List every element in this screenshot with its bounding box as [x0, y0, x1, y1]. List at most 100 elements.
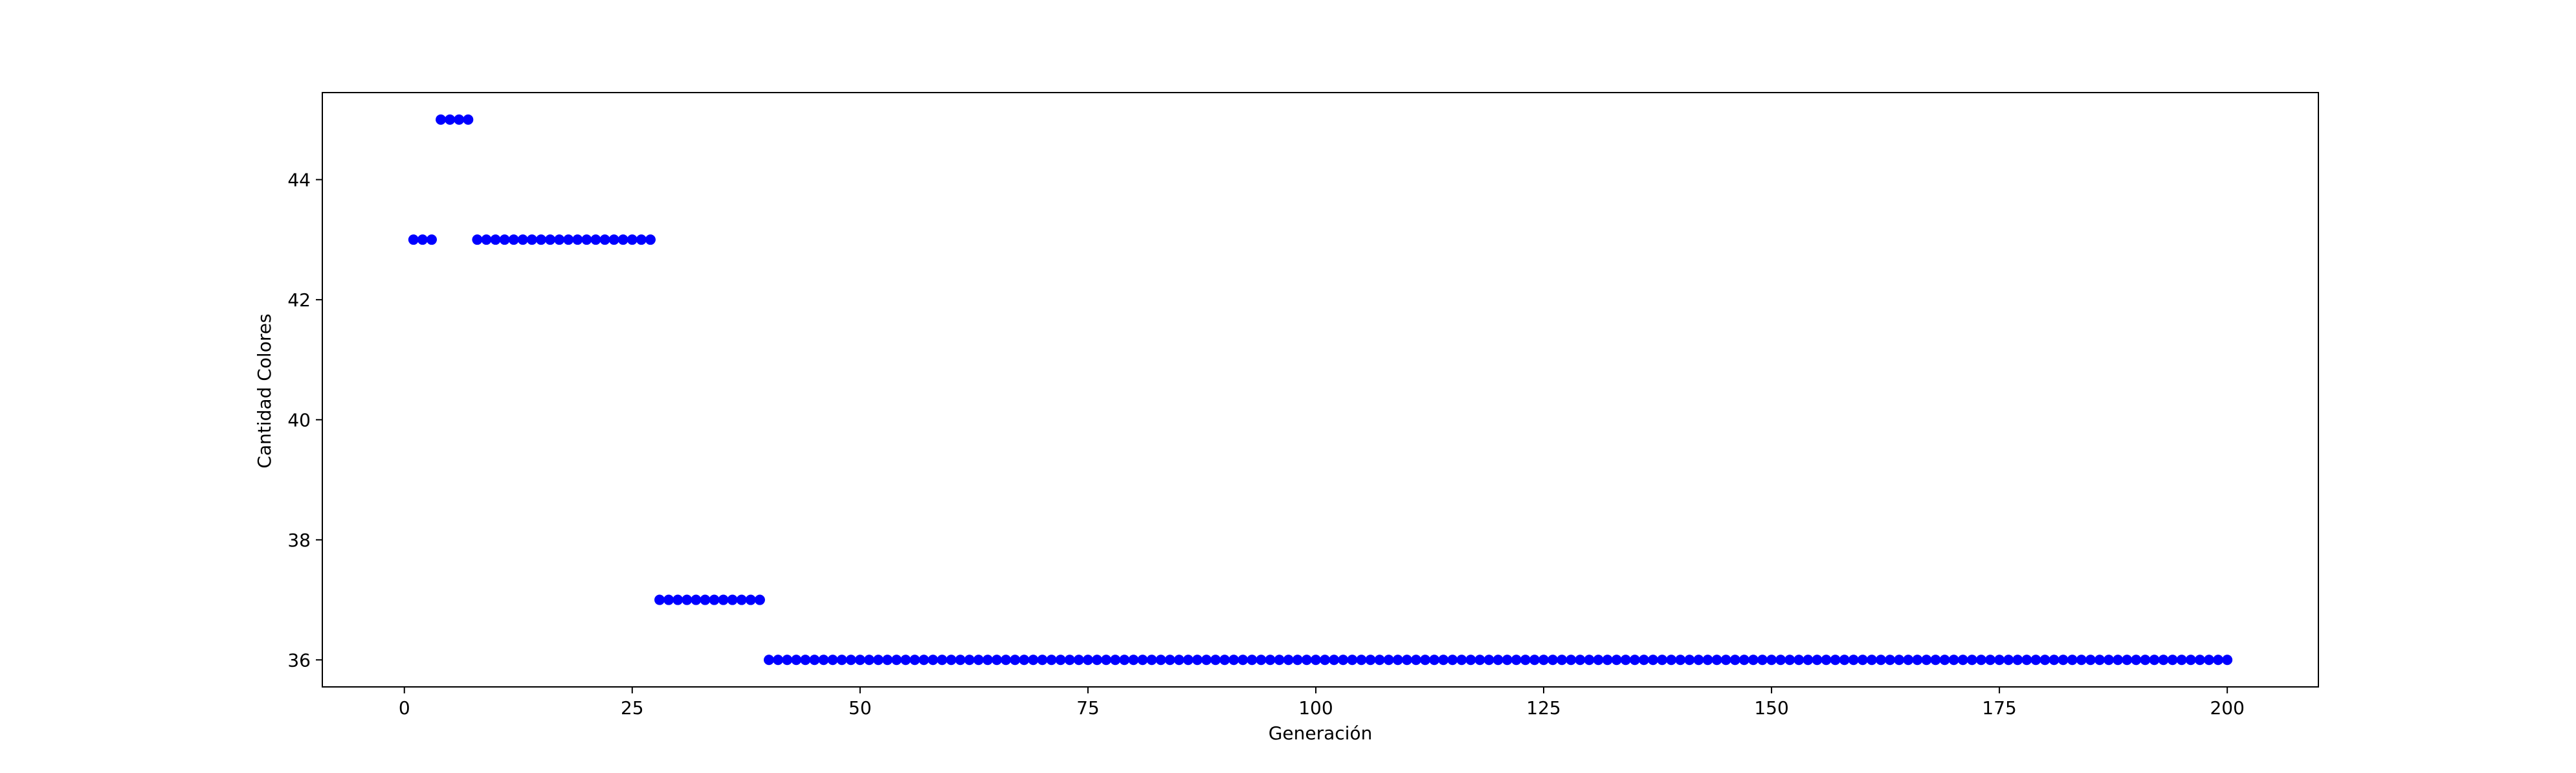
- y-tick-label: 42: [287, 289, 311, 311]
- data-point: [2067, 655, 2078, 666]
- data-point: [1966, 655, 1977, 666]
- data-point: [1912, 655, 1923, 666]
- data-point: [581, 234, 592, 245]
- x-tick-label: 125: [1526, 697, 1560, 719]
- data-point: [1365, 655, 1376, 666]
- data-point: [1037, 655, 1048, 666]
- data-point: [1793, 655, 1804, 666]
- y-tick-label: 36: [287, 649, 311, 671]
- data-point: [1693, 655, 1704, 666]
- data-point: [1183, 655, 1194, 666]
- data-point: [599, 234, 610, 245]
- data-point: [927, 655, 938, 666]
- data-point: [918, 655, 929, 666]
- data-point: [854, 655, 865, 666]
- data-point: [2213, 655, 2224, 666]
- data-point: [946, 655, 957, 666]
- data-point: [1894, 655, 1905, 666]
- data-point: [1001, 655, 1012, 666]
- data-point: [2113, 655, 2124, 666]
- x-axis-label: Generación: [1269, 723, 1373, 744]
- data-point: [508, 234, 519, 245]
- data-point: [1119, 655, 1130, 666]
- data-point: [1675, 655, 1686, 666]
- data-point: [1292, 655, 1303, 666]
- data-point: [1593, 655, 1604, 666]
- data-point: [563, 234, 574, 245]
- data-point: [1329, 655, 1340, 666]
- data-point: [1073, 655, 1084, 666]
- data-point: [426, 234, 437, 245]
- data-point: [463, 114, 474, 125]
- data-point: [1803, 655, 1814, 666]
- data-point: [554, 234, 565, 245]
- data-point: [691, 594, 702, 605]
- x-tick-label: 0: [399, 697, 410, 719]
- data-point: [2021, 655, 2032, 666]
- data-point: [937, 655, 948, 666]
- data-point: [672, 594, 683, 605]
- data-point: [682, 594, 693, 605]
- data-point: [1548, 655, 1559, 666]
- data-point: [2194, 655, 2205, 666]
- data-point: [2030, 655, 2041, 666]
- data-point: [1638, 655, 1649, 666]
- data-point: [1738, 655, 1749, 666]
- data-point: [1164, 655, 1175, 666]
- data-point: [1502, 655, 1513, 666]
- data-point: [436, 114, 447, 125]
- data-point: [2039, 655, 2050, 666]
- data-point: [736, 594, 747, 605]
- data-point: [545, 234, 556, 245]
- data-point: [2122, 655, 2133, 666]
- data-point: [1046, 655, 1057, 666]
- data-point: [2167, 655, 2178, 666]
- data-point: [1876, 655, 1887, 666]
- data-point: [1019, 655, 1030, 666]
- data-point: [1383, 655, 1394, 666]
- data-point: [2176, 655, 2187, 666]
- data-point: [2012, 655, 2023, 666]
- y-axis-label: Cantidad Colores: [254, 313, 275, 468]
- data-point: [1201, 655, 1212, 666]
- data-point: [490, 234, 501, 245]
- data-point: [964, 655, 975, 666]
- data-point: [2222, 655, 2233, 666]
- data-point: [1274, 655, 1285, 666]
- data-point: [1620, 655, 1631, 666]
- data-point: [1775, 655, 1786, 666]
- data-point: [791, 655, 802, 666]
- data-point: [983, 655, 993, 666]
- data-point: [1091, 655, 1102, 666]
- data-point: [1648, 655, 1658, 666]
- data-point: [454, 114, 465, 125]
- data-point: [572, 234, 583, 245]
- data-point: [1575, 655, 1586, 666]
- data-point: [1666, 655, 1677, 666]
- data-point: [1438, 655, 1449, 666]
- data-point: [481, 234, 492, 245]
- data-point: [645, 234, 656, 245]
- data-point: [1520, 655, 1531, 666]
- data-point: [617, 234, 628, 245]
- data-point: [1702, 655, 1713, 666]
- data-point: [1720, 655, 1731, 666]
- data-point: [1611, 655, 1622, 666]
- data-point: [773, 655, 784, 666]
- data-point: [1137, 655, 1148, 666]
- data-point: [818, 655, 829, 666]
- y-axis-ticks: 36 38 40 42 44: [287, 169, 322, 671]
- data-point: [1557, 655, 1568, 666]
- data-point: [1010, 655, 1021, 666]
- data-point: [1711, 655, 1722, 666]
- data-point: [718, 594, 729, 605]
- data-point: [1210, 655, 1221, 666]
- data-point: [709, 594, 720, 605]
- data-point: [1885, 655, 1896, 666]
- data-point: [1830, 655, 1841, 666]
- plot-area-frame: [322, 92, 2319, 688]
- data-point: [1347, 655, 1358, 666]
- x-tick-label: 175: [1982, 697, 2016, 719]
